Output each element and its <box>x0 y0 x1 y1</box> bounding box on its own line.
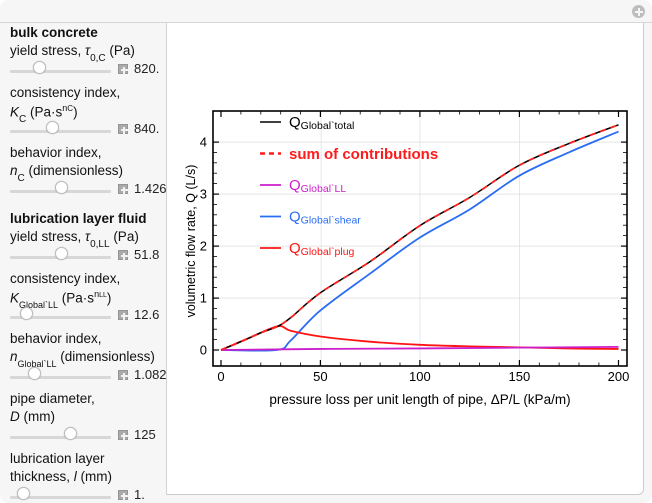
svg-text:4: 4 <box>200 135 207 150</box>
svg-text:100: 100 <box>409 369 431 384</box>
svg-text:volumetric flow rate, Q (L/s): volumetric flow rate, Q (L/s) <box>184 165 198 318</box>
svg-text:QGlobal`total: QGlobal`total <box>289 114 354 132</box>
svg-text:QGlobal`plug: QGlobal`plug <box>289 240 355 258</box>
svg-text:0: 0 <box>200 343 207 358</box>
svg-text:sum of contributions: sum of contributions <box>289 146 438 163</box>
svg-text:150: 150 <box>509 369 531 384</box>
svg-text:50: 50 <box>313 369 327 384</box>
svg-text:0: 0 <box>217 369 224 384</box>
svg-text:QGlobal`LL: QGlobal`LL <box>289 177 346 195</box>
svg-text:QGlobal`shear: QGlobal`shear <box>289 209 361 227</box>
svg-text:1: 1 <box>200 291 207 306</box>
svg-text:pressure loss per unit length: pressure loss per unit length of pipe, Δ… <box>269 392 570 407</box>
svg-text:200: 200 <box>608 369 630 384</box>
svg-text:2: 2 <box>200 239 207 254</box>
svg-text:3: 3 <box>200 187 207 202</box>
